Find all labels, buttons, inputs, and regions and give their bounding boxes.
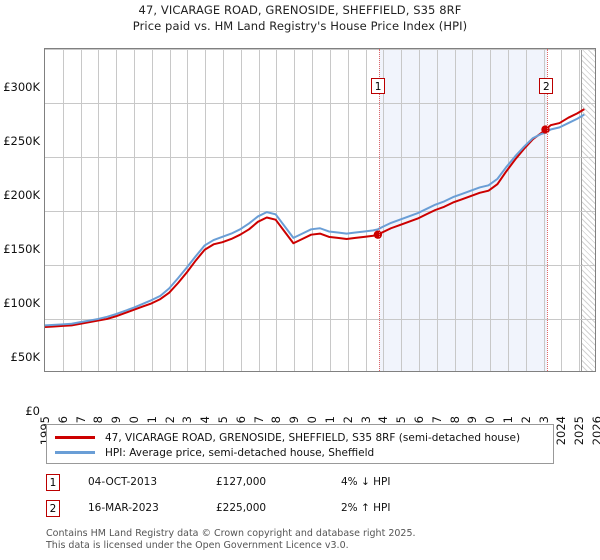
series-lines (45, 108, 585, 328)
plot-area (44, 48, 596, 372)
y-axis-labels: £0 £50K £100K £150K £200K £250K £300K (0, 80, 44, 418)
x-gridline (276, 49, 278, 371)
footer-line-1: Contains HM Land Registry data © Crown c… (46, 528, 416, 539)
y-tick-label: £0 (25, 404, 40, 418)
chart-container: £0£50K£100K£150K£200K£250K£300K 12 19951… (0, 40, 600, 445)
x-gridline (472, 49, 474, 371)
marker-dot-2 (541, 125, 550, 134)
legend-item-hpi: HPI: Average price, semi-detached house,… (55, 445, 545, 460)
page-title: 47, VICARAGE ROAD, GRENOSIDE, SHEFFIELD,… (0, 2, 600, 34)
transaction-flag-1: 1 (46, 474, 60, 491)
y-tick-label: £50K (10, 350, 41, 364)
legend-label-hpi: HPI: Average price, semi-detached house,… (105, 446, 375, 459)
x-gridline (134, 49, 136, 371)
legend-swatch-property (55, 436, 95, 439)
chart-legend: 47, VICARAGE ROAD, GRENOSIDE, SHEFFIELD,… (46, 424, 554, 464)
x-gridline (240, 49, 242, 371)
transaction-hpi-delta-1: 4% ↓ HPI (341, 476, 391, 488)
x-gridline (80, 49, 82, 371)
y-tick-label: £300K (3, 80, 40, 94)
x-gridline (418, 49, 420, 371)
x-gridline (365, 49, 367, 371)
transaction-hpi-delta-2: 2% ↑ HPI (341, 502, 391, 514)
y-gridline (45, 49, 595, 50)
transaction-price-2: £225,000 (216, 502, 267, 514)
legend-item-property: 47, VICARAGE ROAD, GRENOSIDE, SHEFFIELD,… (55, 430, 545, 445)
footer-attribution: Contains HM Land Registry data © Crown c… (46, 528, 586, 551)
x-gridline (507, 49, 509, 371)
transaction-date-2: 16-MAR-2023 (88, 502, 159, 514)
x-gridline (62, 49, 64, 371)
y-gridline (45, 103, 595, 104)
marker-flag-1: 1 (371, 78, 386, 94)
y-tick-label: £200K (3, 188, 40, 202)
x-gridline (329, 49, 331, 371)
x-gridline (525, 49, 527, 371)
legend-label-property: 47, VICARAGE ROAD, GRENOSIDE, SHEFFIELD,… (105, 431, 521, 444)
marker-flag-2: 2 (539, 78, 554, 94)
marker-vline-2 (547, 49, 549, 371)
marker-vline-1 (379, 49, 381, 371)
title-line-1: 47, VICARAGE ROAD, GRENOSIDE, SHEFFIELD,… (138, 3, 462, 17)
x-gridline (116, 49, 118, 371)
hatched-projection-band (580, 49, 595, 371)
y-gridline (45, 157, 595, 158)
footer-line-2: This data is licensed under the Open Gov… (46, 539, 349, 551)
x-gridline (312, 49, 314, 371)
marker-dot-1 (373, 230, 383, 239)
y-gridline (45, 211, 595, 212)
x-tick-label: 2026 (590, 416, 600, 446)
transaction-price-1: £127,000 (216, 476, 267, 488)
table-row: 2 16-MAR-2023 £225,000 2% ↑ HPI (46, 498, 566, 524)
x-gridline (294, 49, 296, 371)
y-tick-label: £100K (3, 296, 40, 310)
x-gridline (347, 49, 349, 371)
transaction-date-1: 04-OCT-2013 (88, 476, 157, 488)
x-gridline (223, 49, 225, 371)
line-property-price (45, 108, 585, 328)
x-gridline (543, 49, 545, 371)
legend-swatch-hpi (55, 451, 95, 454)
x-gridline (187, 49, 189, 371)
x-gridline (98, 49, 100, 371)
x-gridline (401, 49, 403, 371)
x-gridline (490, 49, 492, 371)
x-gridline (169, 49, 171, 371)
x-gridline (258, 49, 260, 371)
x-gridline (151, 49, 153, 371)
x-gridline (205, 49, 207, 371)
transactions-table: 1 04-OCT-2013 £127,000 4% ↓ HPI 2 16-MAR… (46, 472, 566, 524)
x-tick-label: 2024 (554, 416, 569, 446)
transaction-flag-2: 2 (46, 500, 60, 517)
y-gridline (45, 265, 595, 266)
shaded-ownership-band (379, 49, 548, 371)
x-gridline (454, 49, 456, 371)
y-gridline (45, 319, 595, 320)
x-gridline (561, 49, 563, 371)
x-gridline (579, 49, 581, 371)
line-hpi-average (45, 113, 585, 327)
table-row: 1 04-OCT-2013 £127,000 4% ↓ HPI (46, 472, 566, 498)
x-tick-label: 2025 (572, 416, 587, 446)
title-line-2: Price paid vs. HM Land Registry's House … (132, 19, 468, 33)
y-tick-label: £150K (3, 242, 40, 256)
x-gridline (383, 49, 385, 371)
y-tick-label: £250K (3, 134, 40, 148)
